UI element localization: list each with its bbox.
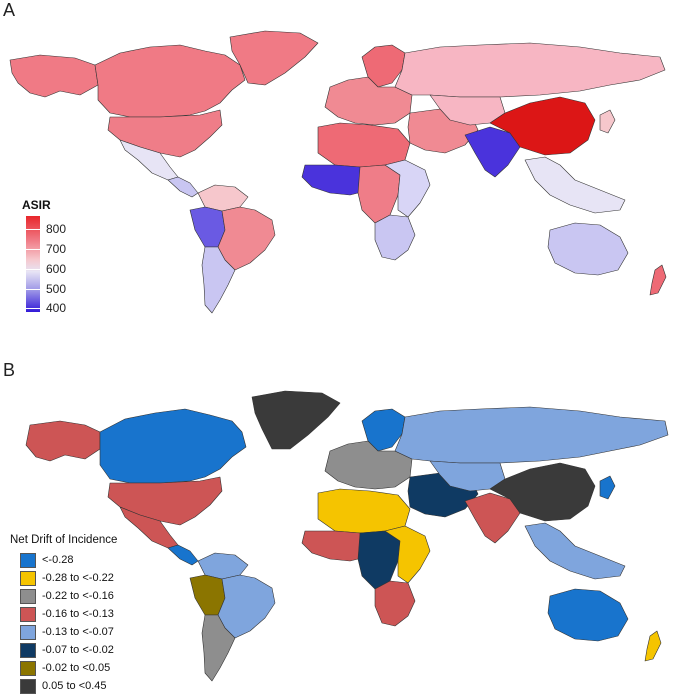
- legend-swatch: [20, 553, 36, 568]
- legend-swatch: [20, 643, 36, 658]
- region-east-africa: [384, 525, 431, 584]
- legend-label: -0.02 to <0.05: [42, 662, 111, 674]
- legend-item: -0.22 to <-0.16: [20, 587, 180, 605]
- legend-item: -0.02 to <0.05: [20, 659, 180, 677]
- region-central-america: [167, 176, 199, 198]
- panel-a-label: A: [3, 0, 16, 20]
- legend-item: -0.13 to <-0.07: [20, 623, 180, 641]
- region-australia: [547, 222, 629, 276]
- region-russia: [394, 406, 669, 464]
- asir-tick-label: 600: [46, 262, 67, 276]
- legend-item: -0.07 to <-0.02: [20, 641, 180, 659]
- net-drift-legend-title: Net Drift of Incidence: [10, 534, 118, 546]
- region-india: [464, 126, 521, 178]
- legend-item: -0.28 to <-0.22: [20, 569, 180, 587]
- asir-color-bar: [26, 216, 40, 312]
- region-southern-africa: [374, 214, 416, 261]
- region-southeast-asia: [524, 522, 626, 580]
- region-china: [489, 96, 596, 156]
- region-southern-africa: [374, 580, 416, 627]
- region-usa: [107, 476, 223, 526]
- region-australia: [547, 588, 629, 642]
- net-drift-world-map: [25, 390, 669, 682]
- asir-tickmark: [26, 308, 40, 309]
- region-south-america-south: [201, 246, 236, 314]
- net-drift-legend: Net Drift of Incidence <-0.28 -0.28 to <…: [10, 534, 180, 699]
- region-north-america: [99, 408, 247, 484]
- legend-label: -0.28 to <-0.22: [42, 572, 114, 584]
- region-india: [464, 492, 521, 544]
- region-greenland: [251, 390, 341, 450]
- region-alaska: [25, 420, 101, 462]
- region-brazil: [217, 574, 276, 639]
- region-peru-ecuador: [189, 574, 226, 616]
- region-greenland: [229, 30, 319, 86]
- region-central-africa: [357, 164, 401, 224]
- legend-swatch: [20, 607, 36, 622]
- region-east-africa: [384, 159, 431, 218]
- asir-tickmark: [26, 249, 40, 250]
- region-north-africa: [317, 122, 411, 168]
- legend-label: -0.13 to <-0.07: [42, 626, 114, 638]
- asir-world-map: [9, 30, 667, 314]
- asir-tick-label: 700: [46, 242, 67, 256]
- legend-swatch: [20, 625, 36, 640]
- asir-legend: ASIR 800 700 600 500 400: [18, 198, 98, 318]
- region-new-zealand: [644, 630, 662, 662]
- panel-b-label: B: [3, 360, 16, 380]
- legend-item: -0.16 to <-0.13: [20, 605, 180, 623]
- region-china: [489, 462, 596, 522]
- legend-label: 0.05 to <0.45: [42, 680, 107, 692]
- region-central-africa: [357, 530, 401, 590]
- asir-tick-label: 400: [46, 301, 67, 315]
- region-new-zealand: [649, 264, 667, 296]
- asir-tick-label: 800: [46, 222, 67, 236]
- asir-tick-label: 500: [46, 282, 67, 296]
- asir-tickmark: [26, 229, 40, 230]
- legend-swatch: [20, 589, 36, 604]
- legend-swatch: [20, 571, 36, 586]
- asir-tickmark: [26, 289, 40, 290]
- region-japan: [599, 475, 616, 500]
- legend-swatch: [20, 679, 36, 694]
- legend-item: 0.05 to <0.45: [20, 677, 180, 695]
- region-brazil: [217, 206, 276, 271]
- legend-swatch: [20, 661, 36, 676]
- region-japan: [599, 109, 616, 134]
- region-north-america: [94, 44, 246, 118]
- region-south-america-south: [201, 614, 236, 682]
- region-southeast-asia: [524, 156, 626, 214]
- asir-legend-title: ASIR: [22, 198, 51, 212]
- legend-label: -0.22 to <-0.16: [42, 590, 114, 602]
- region-alaska: [9, 54, 99, 98]
- region-peru-ecuador: [189, 206, 226, 248]
- legend-label: <-0.28: [42, 554, 74, 566]
- region-russia: [394, 42, 666, 98]
- legend-label: -0.16 to <-0.13: [42, 608, 114, 620]
- legend-label: -0.07 to <-0.02: [42, 644, 114, 656]
- legend-item: <-0.28: [20, 551, 180, 569]
- asir-tickmark: [26, 269, 40, 270]
- region-north-africa: [317, 488, 411, 534]
